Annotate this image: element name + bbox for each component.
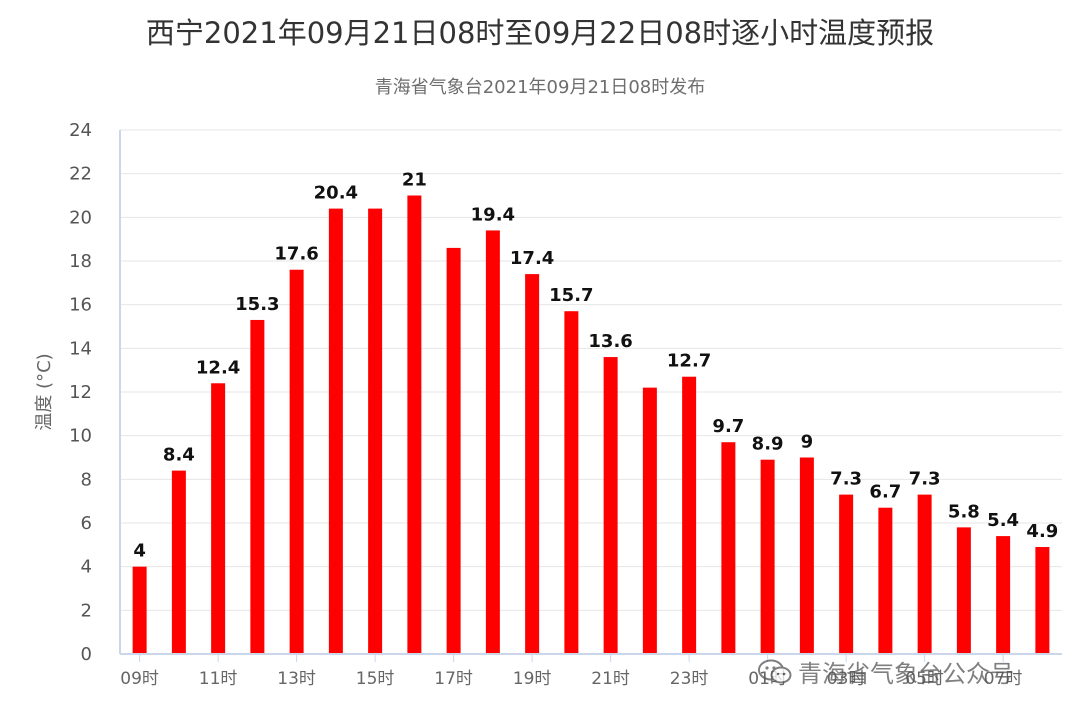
bar bbox=[799, 457, 814, 654]
watermark: 青海省气象台公众号 bbox=[758, 654, 1014, 689]
bar bbox=[564, 311, 579, 654]
bar bbox=[956, 527, 971, 654]
y-tick-label: 10 bbox=[69, 426, 92, 447]
data-label: 4 bbox=[133, 541, 146, 562]
data-label: 4.9 bbox=[1026, 521, 1058, 542]
bars bbox=[132, 195, 1050, 654]
x-tick-label: 23时 bbox=[670, 669, 709, 689]
bar bbox=[603, 357, 618, 654]
y-tick-label: 22 bbox=[69, 164, 92, 185]
bar bbox=[1035, 547, 1050, 654]
bar bbox=[132, 566, 147, 654]
x-tick-label: 19时 bbox=[513, 669, 552, 689]
data-label: 17.4 bbox=[510, 248, 554, 269]
bar bbox=[211, 383, 226, 654]
y-tick-label: 20 bbox=[69, 207, 92, 228]
data-label: 15.7 bbox=[549, 285, 593, 306]
data-label: 20.4 bbox=[314, 183, 358, 204]
bar bbox=[996, 536, 1011, 654]
bar bbox=[682, 376, 697, 654]
bar bbox=[721, 442, 736, 654]
watermark-text: 青海省气象台公众号 bbox=[798, 660, 1014, 688]
data-label: 8.9 bbox=[752, 434, 784, 455]
data-label: 19.4 bbox=[471, 204, 515, 225]
bar bbox=[368, 208, 383, 654]
bar bbox=[917, 494, 932, 654]
y-tick-label: 0 bbox=[81, 644, 92, 665]
x-tick-label: 17时 bbox=[434, 669, 473, 689]
y-tick-label: 14 bbox=[69, 338, 92, 359]
x-tick-label: 21时 bbox=[591, 669, 630, 689]
bar bbox=[525, 274, 540, 654]
bar bbox=[250, 319, 265, 654]
data-label: 5.8 bbox=[948, 501, 980, 522]
data-label: 7.3 bbox=[830, 469, 862, 490]
x-tick-label: 13时 bbox=[277, 669, 316, 689]
y-tick-label: 12 bbox=[69, 382, 92, 403]
y-tick-label: 18 bbox=[69, 251, 92, 272]
y-tick-label: 6 bbox=[81, 513, 92, 534]
data-label: 17.6 bbox=[274, 244, 318, 265]
bar bbox=[485, 230, 500, 654]
y-tick-label: 4 bbox=[81, 557, 92, 578]
data-label: 7.3 bbox=[909, 469, 941, 490]
x-tick-label: 03时 bbox=[827, 669, 866, 689]
data-labels: 4 8.4 12.4 15.3 17.6 20.4 21 19.4 17.4 15.7 13.6 12… bbox=[133, 170, 1058, 562]
axes bbox=[119, 130, 1062, 655]
data-label: 9 bbox=[801, 432, 814, 453]
y-tick-label: 16 bbox=[69, 295, 92, 316]
data-label: 6.7 bbox=[869, 482, 901, 503]
x-axis-ticks: 09时 11时 13时 15时 17时 19时 21时 23时 01时 03时 05时 07时 bbox=[120, 654, 1022, 689]
bar bbox=[642, 387, 657, 654]
data-label: 13.6 bbox=[588, 331, 632, 352]
data-label: 12.4 bbox=[196, 357, 240, 378]
x-tick-label: 11时 bbox=[199, 669, 238, 689]
x-tick-label: 07时 bbox=[984, 669, 1023, 689]
x-tick-label: 15时 bbox=[356, 669, 395, 689]
x-tick-label: 09时 bbox=[120, 669, 159, 689]
bar bbox=[171, 470, 186, 654]
bar bbox=[760, 459, 775, 654]
data-label: 15.3 bbox=[235, 294, 279, 315]
bar bbox=[289, 269, 304, 654]
bar bbox=[878, 507, 893, 654]
data-label: 5.4 bbox=[987, 510, 1019, 531]
bar bbox=[328, 208, 343, 654]
wechat-icon bbox=[758, 659, 792, 683]
y-tick-label: 24 bbox=[69, 120, 92, 141]
data-label: 9.7 bbox=[712, 416, 744, 437]
data-label: 21 bbox=[402, 170, 427, 191]
bar bbox=[839, 494, 854, 654]
grid-lines bbox=[120, 129, 1062, 611]
y-tick-label: 8 bbox=[81, 469, 92, 490]
chart-subtitle: 青海省气象台2021年09月21日08时发布 bbox=[374, 77, 706, 98]
data-label: 12.7 bbox=[667, 351, 711, 372]
bar bbox=[446, 247, 461, 654]
data-label: 8.4 bbox=[163, 445, 195, 466]
chart-title: 西宁2021年09月21日08时至09月22日08时逐小时温度预报 bbox=[145, 16, 935, 50]
bar bbox=[407, 195, 422, 654]
y-axis-title: 温度 (°C) bbox=[34, 353, 55, 430]
y-tick-label: 2 bbox=[81, 600, 92, 621]
x-tick-label: 05时 bbox=[905, 669, 944, 689]
